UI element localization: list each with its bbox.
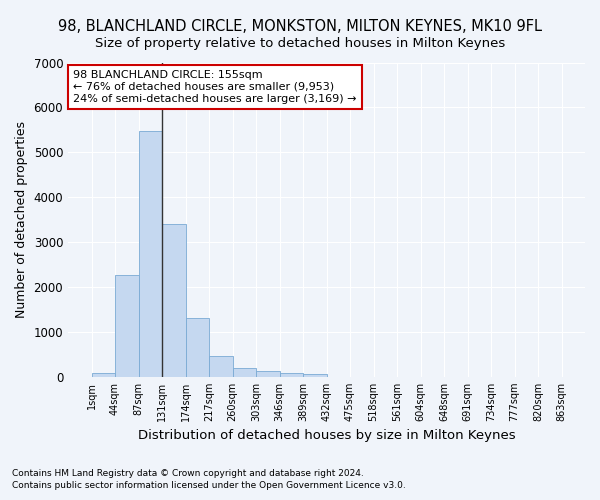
Bar — [303, 374, 326, 377]
Bar — [185, 318, 209, 377]
Text: Contains public sector information licensed under the Open Government Licence v3: Contains public sector information licen… — [12, 481, 406, 490]
Bar — [209, 356, 233, 377]
Y-axis label: Number of detached properties: Number of detached properties — [15, 121, 28, 318]
Bar — [233, 368, 256, 377]
Text: 98, BLANCHLAND CIRCLE, MONKSTON, MILTON KEYNES, MK10 9FL: 98, BLANCHLAND CIRCLE, MONKSTON, MILTON … — [58, 19, 542, 34]
Bar — [115, 275, 139, 377]
Text: 98 BLANCHLAND CIRCLE: 155sqm
← 76% of detached houses are smaller (9,953)
24% of: 98 BLANCHLAND CIRCLE: 155sqm ← 76% of de… — [73, 70, 357, 104]
Text: Size of property relative to detached houses in Milton Keynes: Size of property relative to detached ho… — [95, 36, 505, 50]
X-axis label: Distribution of detached houses by size in Milton Keynes: Distribution of detached houses by size … — [138, 430, 515, 442]
Text: Contains HM Land Registry data © Crown copyright and database right 2024.: Contains HM Land Registry data © Crown c… — [12, 468, 364, 477]
Bar — [92, 374, 115, 377]
Bar — [139, 130, 162, 377]
Bar — [162, 224, 185, 377]
Bar — [256, 372, 280, 377]
Bar — [280, 373, 303, 377]
